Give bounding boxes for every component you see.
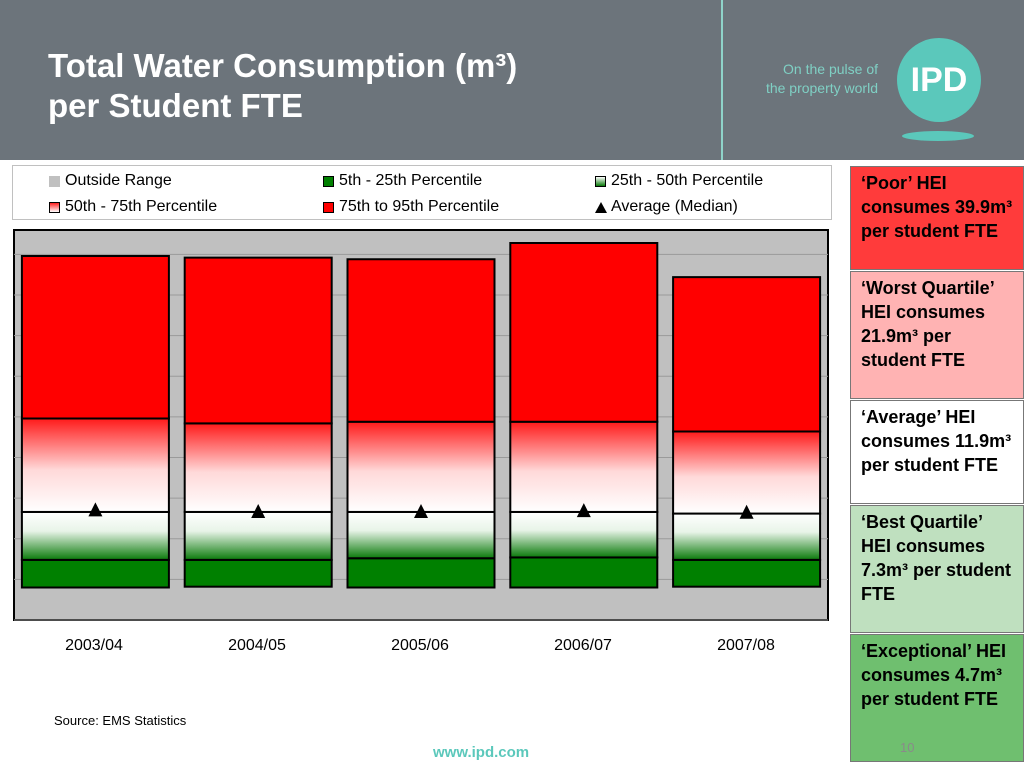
chart-area: [12, 228, 832, 633]
tagline-line-1: On the pulse of: [783, 61, 878, 77]
legend-swatch-outside-range: [49, 175, 60, 187]
average-marker-2007-08: [739, 504, 754, 519]
slide-title: Total Water Consumption (m³) per Student…: [48, 46, 517, 126]
side-box-poor: ‘Poor’ HEI consumes 39.9m³ per student F…: [850, 166, 1024, 270]
bar-segment-25th-50th-percentile-2004-05: [183, 510, 333, 561]
tagline: On the pulse of the property world: [766, 60, 878, 98]
legend-label: 75th to 95th Percentile: [339, 198, 500, 215]
average-marker-2005-06: [414, 503, 428, 518]
average-marker-2006-07: [576, 503, 591, 518]
x-tick-label: 2003/04: [65, 637, 123, 654]
bar-segment-75th-to-95th-percentile-2003-04: [20, 255, 170, 420]
bar-segment-75th-to-95th-percentile-2006-07: [509, 242, 659, 423]
legend-label: 5th - 25th Percentile: [339, 172, 483, 189]
tagline-line-2: the property world: [765, 80, 878, 96]
chart-legend: Outside Range 5th - 25th Percentile 25th…: [12, 165, 832, 220]
side-box-best-quartile: ‘Best Quartile’ HEI consumes 7.3m³ per s…: [850, 505, 1024, 633]
bar-segment-5th-25th-percentile-2007-08: [672, 558, 822, 588]
bar-segment-50th-75th-percentile-2004-05: [183, 422, 333, 513]
bar-segment-5th-25th-percentile-2005-06: [346, 557, 496, 589]
bar-segment-75th-to-95th-percentile-2004-05: [183, 256, 333, 425]
x-tick-label: 2006/07: [554, 637, 612, 654]
legend-item-25th-50th: 25th - 50th Percentile: [595, 172, 763, 190]
bar-segment-75th-to-95th-percentile-2007-08: [672, 276, 822, 433]
bar-segment-50th-75th-percentile-2005-06: [346, 420, 496, 513]
side-box-average: ‘Average’ HEI consumes 11.9m³ per studen…: [850, 400, 1024, 504]
ipd-logo: IPD: [897, 38, 981, 122]
bar-segment-25th-50th-percentile-2005-06: [346, 510, 496, 560]
average-marker-2004-05: [251, 503, 266, 518]
legend-triangle-icon: [595, 201, 607, 213]
bar-segment-50th-75th-percentile-2007-08: [672, 430, 822, 515]
logo-base-shape: [902, 131, 974, 141]
slide-header: Total Water Consumption (m³) per Student…: [0, 0, 1024, 160]
title-line-2: per Student FTE: [48, 87, 303, 124]
average-marker-2003-04: [88, 502, 103, 517]
legend-label: 25th - 50th Percentile: [611, 172, 764, 189]
bar-segment-5th-25th-percentile-2004-05: [183, 558, 333, 588]
x-tick-label: 2004/05: [228, 637, 286, 654]
source-note: Source: EMS Statistics: [54, 713, 187, 728]
legend-item-50th-75th: 50th - 75th Percentile: [49, 198, 217, 216]
title-line-1: Total Water Consumption (m³): [48, 47, 518, 84]
website-link[interactable]: www.ipd.com: [433, 744, 530, 761]
bar-segment-75th-to-95th-percentile-2005-06: [346, 258, 496, 423]
legend-swatch-5th-25th: [323, 175, 334, 187]
side-box-exceptional: ‘Exceptional’ HEI consumes 4.7m³ per stu…: [850, 634, 1024, 762]
legend-swatch-75th-95th: [323, 201, 334, 213]
bar-segment-25th-50th-percentile-2007-08: [672, 512, 822, 561]
legend-swatch-25th-50th: [595, 175, 606, 187]
x-tick-label: 2005/06: [391, 637, 449, 654]
bar-segment-25th-50th-percentile-2006-07: [509, 510, 659, 559]
bar-segment-5th-25th-percentile-2006-07: [509, 556, 659, 589]
page-number: 10: [900, 740, 915, 755]
legend-label: Outside Range: [65, 172, 172, 189]
legend-label: Average (Median): [611, 198, 738, 215]
x-tick-label: 2007/08: [717, 637, 775, 654]
side-box-worst-quartile: ‘Worst Quartile’ HEI consumes 21.9m³ per…: [850, 271, 1024, 399]
bar-segment-50th-75th-percentile-2006-07: [509, 420, 659, 513]
legend-swatch-50th-75th: [49, 201, 60, 213]
bar-segment-5th-25th-percentile-2003-04: [20, 558, 170, 589]
legend-label: 50th - 75th Percentile: [65, 198, 218, 215]
header-divider: [721, 0, 723, 160]
bar-segment-25th-50th-percentile-2003-04: [20, 510, 170, 561]
legend-item-average: Average (Median): [595, 198, 738, 216]
legend-item-75th-95th: 75th to 95th Percentile: [323, 198, 499, 216]
legend-item-outside-range: Outside Range: [49, 172, 172, 190]
bar-chart: [13, 229, 829, 621]
bar-segment-50th-75th-percentile-2003-04: [20, 417, 170, 513]
legend-item-5th-25th: 5th - 25th Percentile: [323, 172, 482, 190]
